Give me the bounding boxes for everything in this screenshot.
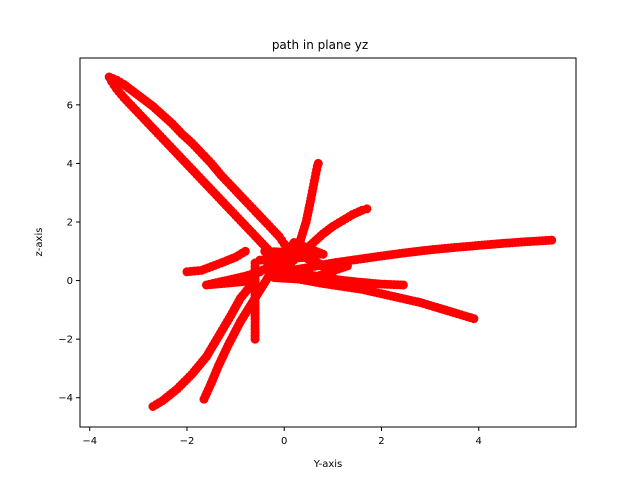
x-tick-label: 2 bbox=[378, 436, 384, 447]
x-tick-label: 4 bbox=[476, 436, 482, 447]
data-point bbox=[342, 261, 352, 271]
data-point bbox=[250, 334, 260, 344]
y-tick-label: 2 bbox=[67, 218, 73, 229]
data-point bbox=[362, 204, 372, 214]
data-point bbox=[398, 280, 408, 290]
data-point bbox=[199, 394, 209, 404]
data-points bbox=[104, 72, 557, 411]
data-point bbox=[148, 402, 158, 411]
y-tick-label: −4 bbox=[58, 393, 73, 404]
x-axis-ticks: −4 −2 0 2 4 bbox=[82, 427, 482, 447]
y-tick-label: 6 bbox=[67, 100, 73, 111]
x-tick-label: 0 bbox=[281, 436, 287, 447]
data-point bbox=[313, 158, 323, 168]
y-tick-label: 0 bbox=[67, 276, 73, 287]
chart-title: path in plane yz bbox=[272, 38, 368, 52]
y-tick-label: −2 bbox=[58, 335, 73, 346]
plot-frame bbox=[79, 57, 577, 428]
data-point bbox=[469, 314, 479, 324]
data-point bbox=[547, 235, 557, 245]
y-axis-ticks: −4 −2 0 2 4 6 bbox=[58, 100, 80, 404]
x-axis-label: Y-axis bbox=[313, 459, 343, 470]
x-tick-label: −4 bbox=[82, 436, 97, 447]
y-tick-label: 4 bbox=[67, 159, 73, 170]
y-axis-label: z-axis bbox=[34, 228, 45, 257]
data-point bbox=[182, 267, 192, 277]
x-tick-label: −2 bbox=[180, 436, 195, 447]
